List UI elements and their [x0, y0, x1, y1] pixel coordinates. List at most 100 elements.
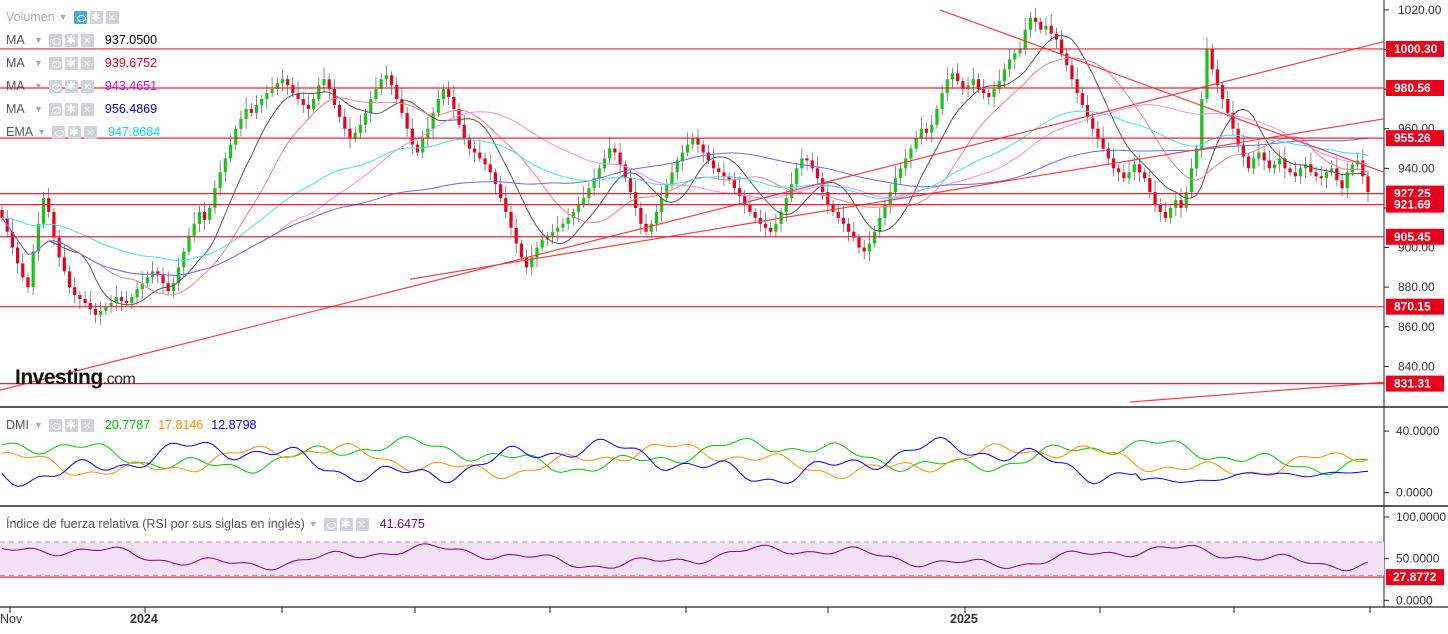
legend-ma-1-value: 937.0500 [104, 33, 158, 47]
eye-icon[interactable] [48, 80, 62, 93]
legend-ma-4[interactable]: MA ▼ 956.4869 [6, 101, 157, 119]
gear-icon[interactable] [339, 516, 353, 533]
gear-icon[interactable] [68, 124, 82, 141]
chevron-down-icon[interactable]: ▼ [34, 104, 43, 114]
price-level-label: 870.15 [1394, 300, 1431, 314]
gear-icon[interactable] [64, 32, 78, 49]
rsi-level-label: 27.8772 [1393, 570, 1437, 584]
chevron-down-icon[interactable]: ▼ [58, 12, 68, 22]
candle [535, 247, 539, 258]
eye-icon[interactable] [48, 34, 62, 47]
eye-icon[interactable] [73, 11, 87, 24]
close-icon[interactable] [80, 56, 94, 73]
y-tick-label: 100.0000 [1396, 510, 1446, 524]
gear-icon[interactable] [64, 101, 78, 118]
gear-icon[interactable] [64, 55, 78, 72]
candle [447, 89, 451, 98]
close-icon[interactable] [80, 418, 94, 435]
candle [1335, 168, 1339, 181]
chevron-down-icon[interactable]: ▼ [34, 35, 43, 45]
candle [524, 257, 529, 268]
legend-rsi-name: Índice de fuerza relativa (RSI por sus s… [6, 517, 305, 531]
legend-ma-2[interactable]: MA ▼ 939.6752 [6, 55, 158, 73]
close-icon[interactable] [105, 10, 119, 27]
y-tick-label: 840.00 [1398, 359, 1435, 373]
candle [1101, 138, 1105, 149]
close-icon[interactable] [80, 79, 94, 96]
candle [1194, 148, 1199, 169]
candle [1257, 152, 1261, 159]
candle [1070, 65, 1074, 80]
candle [1013, 53, 1017, 60]
eye-icon[interactable] [48, 419, 62, 432]
close-icon[interactable] [355, 517, 369, 534]
candle [125, 301, 129, 304]
candle [743, 196, 747, 204]
candle [1137, 164, 1142, 173]
legend-ma-2-value: 939.6752 [104, 56, 158, 70]
candle [961, 81, 965, 90]
legend-ma-3-name: MA [6, 79, 25, 93]
candle [104, 306, 108, 311]
candle [566, 217, 570, 224]
chevron-down-icon[interactable]: ▼ [34, 420, 43, 430]
candle [514, 227, 518, 244]
eye-icon[interactable] [323, 518, 337, 531]
candle [67, 271, 72, 288]
rsi-band [0, 542, 1384, 576]
candle [1236, 128, 1240, 145]
candle [831, 203, 835, 212]
candle [545, 235, 549, 240]
candle [1226, 99, 1230, 113]
candle [213, 188, 217, 208]
chevron-down-icon[interactable]: ▼ [34, 81, 43, 91]
candle [280, 79, 285, 84]
close-icon[interactable] [80, 102, 94, 119]
candle [1241, 144, 1245, 157]
candle [852, 231, 856, 238]
candle [343, 116, 347, 129]
candle [530, 257, 534, 268]
legend-dmi-adx: 12.8798 [211, 418, 257, 432]
legend-ma-1[interactable]: MA ▼ 937.0500 [6, 32, 158, 50]
eye-icon[interactable] [52, 126, 66, 139]
legend-dmi[interactable]: DMI ▼ 20.7787 17.8146 12.8798 [6, 417, 257, 435]
legend-volume[interactable]: Volumen ▼ [6, 9, 122, 27]
candle [836, 211, 840, 218]
y-tick-label: 1020.00 [1398, 3, 1442, 17]
gear-icon[interactable] [64, 78, 78, 95]
candle [670, 172, 674, 185]
chevron-down-icon[interactable]: ▼ [34, 58, 43, 68]
candle [582, 198, 586, 204]
candle [306, 104, 311, 109]
eye-icon[interactable] [48, 57, 62, 70]
candle [722, 172, 726, 177]
chevron-down-icon[interactable]: ▼ [308, 519, 318, 529]
y-tick-label: 50.0000 [1396, 552, 1440, 566]
candle [592, 178, 596, 189]
legend-ema[interactable]: EMA ▼ 947.8684 [6, 124, 160, 142]
candle [228, 144, 233, 159]
candle [296, 93, 300, 100]
chevron-down-icon[interactable]: ▼ [37, 127, 47, 137]
candle [239, 118, 243, 129]
eye-icon[interactable] [48, 103, 62, 116]
candle [348, 128, 352, 139]
legend-ma-3[interactable]: MA ▼ 943.4651 [6, 78, 157, 96]
candle [1324, 172, 1329, 179]
candle [1267, 160, 1271, 169]
candle [898, 168, 903, 179]
ema-line [1, 110, 1369, 261]
close-icon[interactable] [80, 33, 94, 50]
candle [436, 99, 440, 113]
candle [1309, 164, 1313, 173]
close-icon[interactable] [84, 125, 98, 142]
gear-icon[interactable] [89, 9, 103, 26]
candle [234, 128, 238, 145]
candle [1008, 59, 1012, 70]
gear-icon[interactable] [64, 417, 78, 434]
trend-line-up [0, 41, 1385, 391]
price-level-label: 831.31 [1394, 377, 1431, 391]
legend-rsi[interactable]: Índice de fuerza relativa (RSI por sus s… [6, 516, 425, 534]
